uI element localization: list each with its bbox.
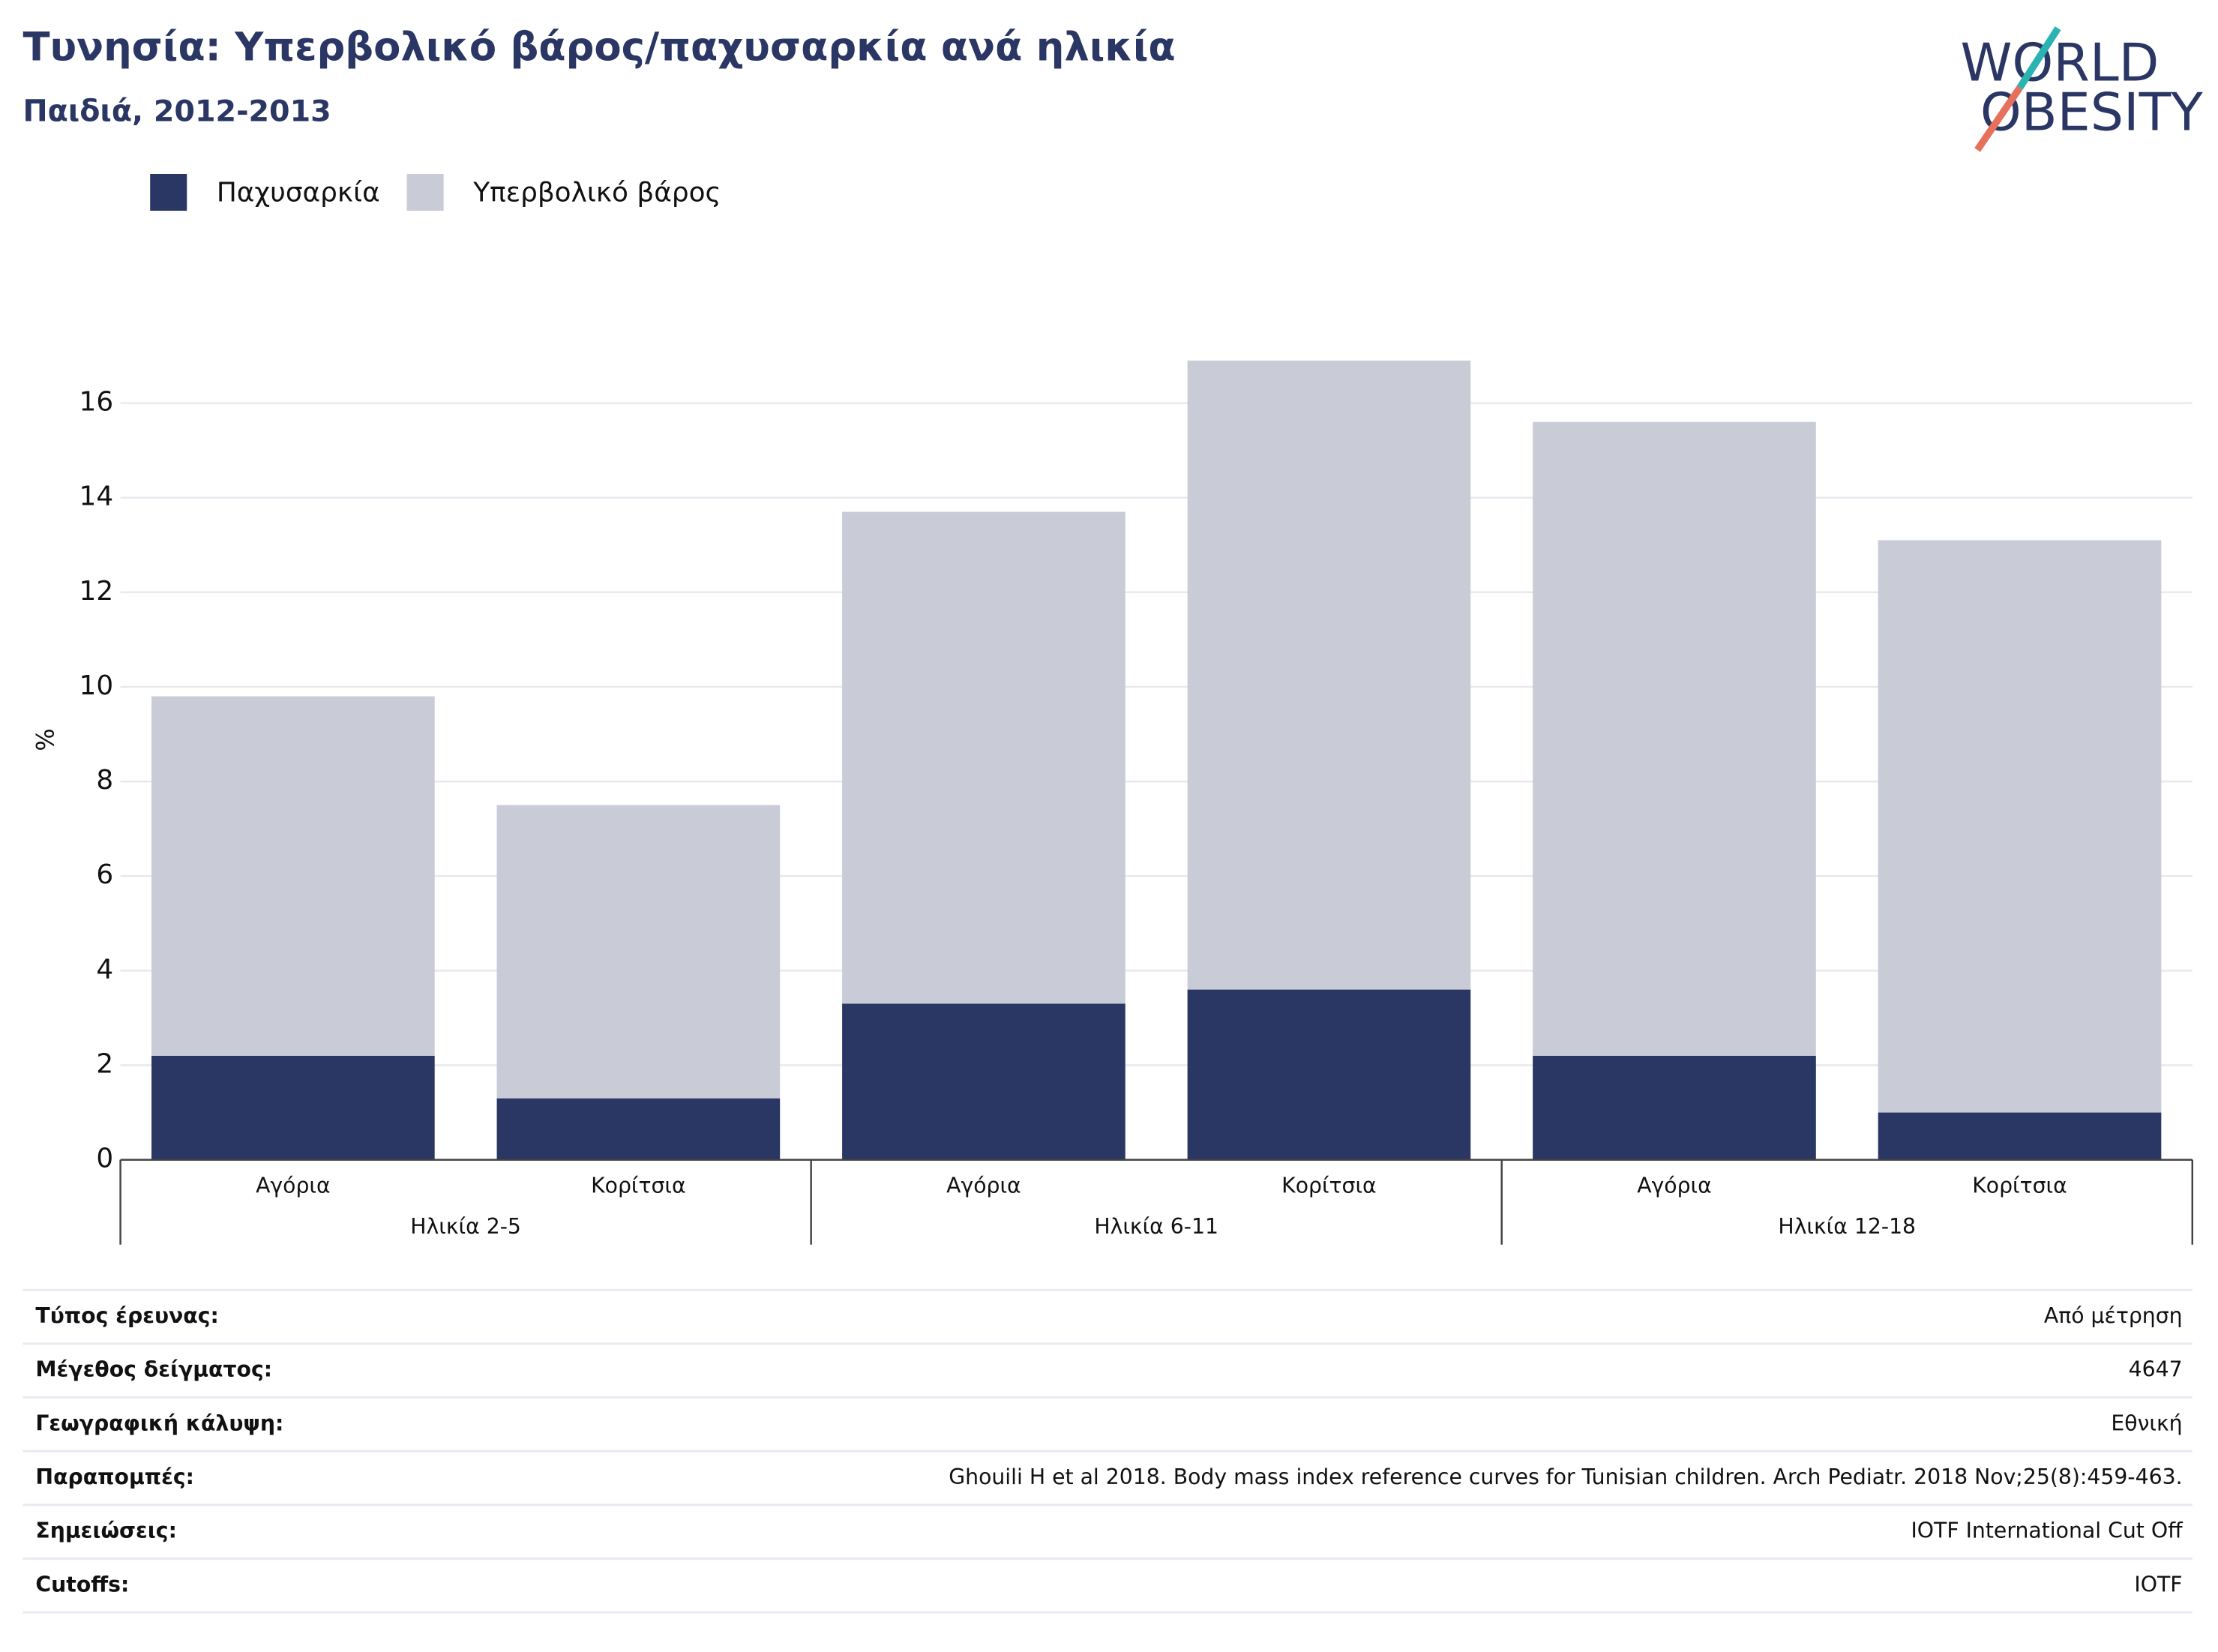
table-value: 4647 [2129,1357,2183,1382]
bar-segment [842,1003,1125,1160]
legend-label: Παχυσαρκία [217,177,380,208]
table-label: Σημειώσεις: [35,1519,176,1543]
x-tick-label: Αγόρια [1637,1173,1712,1198]
x-tick-label: Αγόρια [946,1173,1021,1198]
bar-segment [1187,360,1471,990]
legend-swatch [406,173,444,211]
y-axis-label: % [31,728,60,751]
x-group-label: Ηλικία 12-18 [1778,1214,1916,1239]
bar-segment [842,511,1125,1004]
table-label: Τύπος έρευνας: [35,1303,218,1328]
logo: WORLD OBESITY [1960,26,2203,152]
y-tick-label: 4 [96,954,113,985]
legend-label: Υπερβολικό βάρος [472,177,721,208]
table-value: Εθνική [2111,1411,2182,1435]
table-value: IOTF [2134,1572,2182,1597]
x-group-label: Ηλικία 6-11 [1094,1214,1218,1239]
x-tick-label: Κορίτσια [591,1173,686,1198]
y-tick-label: 10 [79,670,114,701]
chart-subtitle: Παιδιά, 2012-2013 [22,94,331,128]
logo-slash [2016,26,2061,90]
logo-text: WORLD [1960,33,2159,94]
bar-segment [1187,989,1471,1160]
bar-segment [1533,1055,1816,1160]
table-label: Παραπομπές: [35,1465,194,1489]
table-label: Γεωγραφική κάλυψη: [35,1411,283,1435]
bar-segment [1533,421,1816,1056]
y-tick-label: 12 [79,576,114,607]
chart-title: Τυνησία: Υπερβολικό βάρος/παχυσαρκία ανά… [22,25,1175,70]
bar-segment [1878,1112,2162,1160]
y-tick-label: 8 [96,765,113,796]
y-tick-label: 16 [79,387,114,418]
x-tick-label: Κορίτσια [1281,1173,1377,1198]
table-value: Από μέτρηση [2044,1303,2183,1328]
bar-segment [151,1055,435,1160]
logo-slash [1974,85,2023,152]
x-tick-label: Κορίτσια [1972,1173,2067,1198]
table-value: Ghouili H et al 2018. Body mass index re… [949,1465,2182,1489]
y-tick-label: 0 [96,1144,113,1174]
y-tick-label: 14 [79,481,114,512]
table-value: IOTF International Cut Off [1911,1519,2184,1543]
bar-segment [496,1098,781,1160]
legend-swatch [150,173,187,211]
table-label: Cutoffs: [35,1572,129,1597]
x-tick-label: Αγόρια [256,1173,331,1198]
y-tick-label: 2 [96,1048,113,1079]
bar-segment [151,696,435,1056]
x-group-label: Ηλικία 2-5 [410,1214,521,1239]
table-label: Μέγεθος δείγματος: [35,1357,272,1382]
y-tick-label: 6 [96,859,113,890]
bar-segment [496,805,781,1099]
bar-segment [1878,540,2162,1113]
